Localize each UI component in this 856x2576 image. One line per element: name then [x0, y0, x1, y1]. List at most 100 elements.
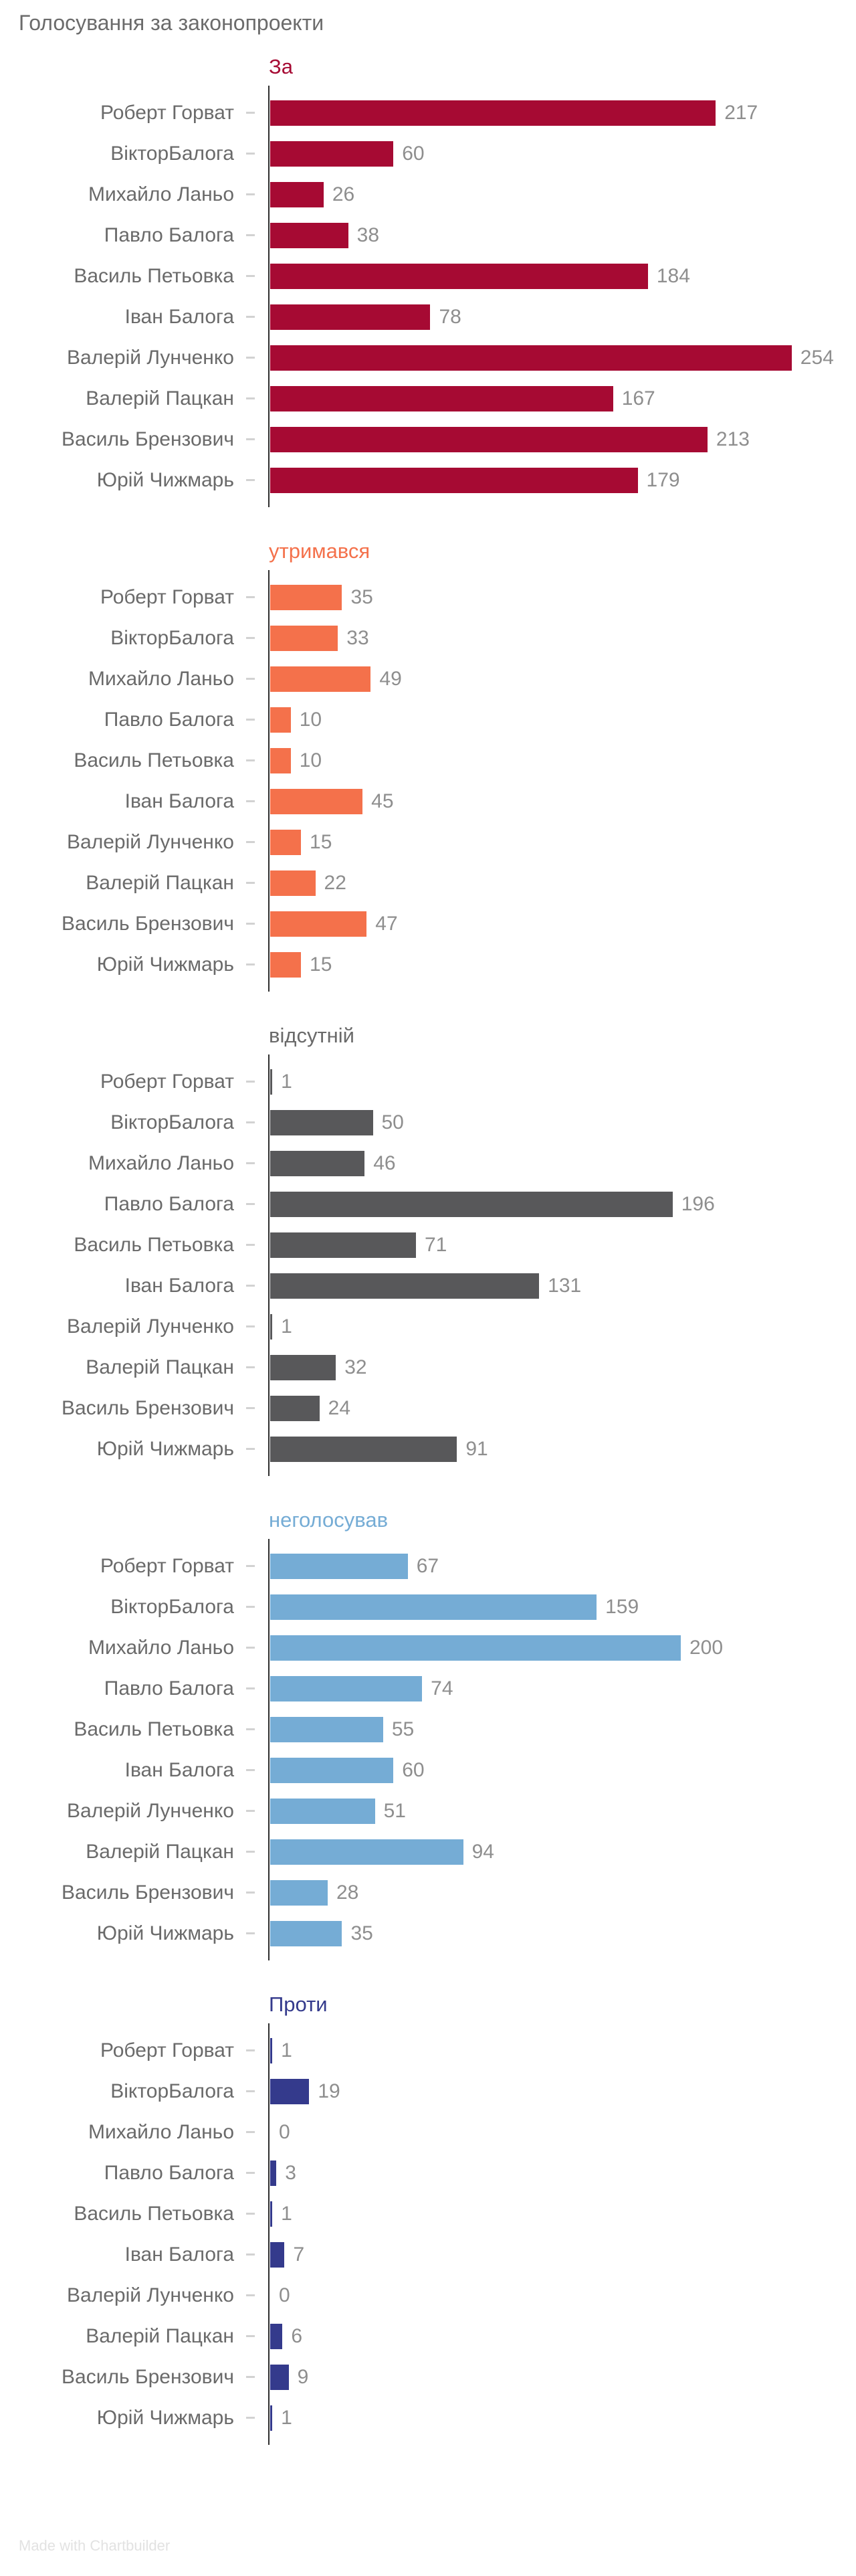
chart-section-2: утримався Роберт Горват 35 ВікторБалога 33 Ми…	[0, 538, 856, 992]
y-axis-line	[268, 1539, 270, 1960]
chart-row: Іван Балога 45	[0, 781, 856, 822]
chart-row: Михайло Ланьо 49	[0, 658, 856, 699]
value-label: 28	[336, 1881, 359, 1904]
axis-tick	[246, 1769, 255, 1771]
axis-tick	[246, 1285, 255, 1287]
axis-tick	[246, 1932, 255, 1934]
category-label: Василь Брензович	[62, 1881, 234, 1904]
bar	[270, 1553, 408, 1579]
category-label: Павло Балога	[104, 223, 234, 246]
section-rows: Роберт Горват 1 ВікторБалога 50 Михайло Лань…	[0, 1054, 856, 1476]
category-label: Валерій Лунченко	[67, 1799, 234, 1822]
axis-tick	[246, 1687, 255, 1689]
category-label: Роберт Горват	[100, 101, 234, 124]
axis-tick	[246, 2049, 255, 2051]
bar	[270, 1395, 320, 1421]
value-label: 78	[439, 305, 461, 328]
value-label: 46	[373, 1152, 396, 1174]
section-rows: Роберт Горват 35 ВікторБалога 33 Михайло Лан…	[0, 570, 856, 992]
value-label: 196	[681, 1192, 715, 1215]
category-label: ВікторБалога	[110, 1595, 234, 1618]
axis-tick	[246, 2417, 255, 2419]
category-label: Михайло Ланьо	[88, 1636, 234, 1659]
chart-row: Василь Петьовка 184	[0, 256, 856, 296]
category-label: Павло Балога	[104, 1677, 234, 1699]
axis-tick	[246, 2172, 255, 2174]
axis-tick	[246, 2253, 255, 2256]
category-label: Валерій Пацкан	[86, 2324, 234, 2347]
bar	[270, 141, 394, 167]
axis-tick	[246, 275, 255, 277]
axis-tick	[246, 153, 255, 155]
chart-row: Василь Петьовка 1	[0, 2193, 856, 2234]
section-rows: Роберт Горват 67 ВікторБалога 159 Михайло Ла…	[0, 1539, 856, 1960]
value-label: 49	[379, 667, 402, 690]
bar	[270, 1069, 273, 1095]
bar	[270, 1191, 673, 1217]
chart-section-4: неголосував Роберт Горват 67 ВікторБалога 15…	[0, 1507, 856, 1960]
chart-row: Михайло Ланьо 46	[0, 1143, 856, 1184]
bar	[270, 2078, 310, 2104]
bar	[270, 1109, 373, 1135]
bar	[270, 870, 316, 896]
category-label: ВікторБалога	[110, 1111, 234, 1133]
chart-row: Василь Брензович 47	[0, 903, 856, 944]
category-label: Василь Петьовка	[74, 1718, 234, 1740]
category-label: Роберт Горват	[100, 2039, 234, 2061]
chart-row: Павло Балога 3	[0, 2152, 856, 2193]
chart-row: Василь Петьовка 55	[0, 1709, 856, 1750]
bar	[270, 1716, 383, 1742]
bar	[270, 625, 338, 651]
category-label: Валерій Лунченко	[67, 2284, 234, 2306]
chart-title: Голосування за законопроекти	[19, 11, 324, 35]
axis-tick	[246, 1407, 255, 1409]
value-label: 45	[371, 790, 394, 812]
chart-row: Роберт Горват 1	[0, 2030, 856, 2071]
bar	[270, 467, 638, 493]
category-label: Михайло Ланьо	[88, 667, 234, 690]
chart-row: Валерій Лунченко 0	[0, 2275, 856, 2316]
value-label: 1	[281, 1070, 292, 1093]
chartbuilder-credit: Made with Chartbuilder	[19, 2537, 171, 2554]
bar	[270, 263, 648, 289]
value-label: 32	[344, 1356, 367, 1378]
axis-tick	[246, 1325, 255, 1327]
bar	[270, 1436, 457, 1462]
bar	[270, 2201, 273, 2227]
value-label: 9	[297, 2365, 309, 2388]
axis-tick	[246, 234, 255, 236]
bar	[270, 345, 792, 371]
bar	[270, 1839, 463, 1865]
category-label: Валерій Пацкан	[86, 387, 234, 409]
chart-row: ВікторБалога 159	[0, 1586, 856, 1627]
bar	[270, 1313, 273, 1340]
axis-tick	[246, 2090, 255, 2092]
axis-tick	[246, 1728, 255, 1730]
category-label: Юрій Чижмарь	[96, 1437, 234, 1460]
category-label: Василь Брензович	[62, 2365, 234, 2388]
category-label: Іван Балога	[124, 790, 234, 812]
bar	[270, 100, 716, 126]
bar	[270, 1798, 375, 1824]
value-label: 35	[350, 585, 373, 608]
section-rows: Роберт Горват 217 ВікторБалога 60 Михайло Ла…	[0, 86, 856, 507]
category-label: Михайло Ланьо	[88, 1152, 234, 1174]
axis-tick	[246, 397, 255, 399]
value-label: 200	[689, 1636, 724, 1659]
axis-tick	[246, 1081, 255, 1083]
bar	[270, 951, 302, 978]
category-label: Михайло Ланьо	[88, 183, 234, 205]
chart-section-5: Проти Роберт Горват 1 ВікторБалога 19 Михайло…	[0, 1991, 856, 2445]
category-label: Юрій Чижмарь	[96, 1922, 234, 1944]
chart-row: Валерій Пацкан 94	[0, 1831, 856, 1872]
chart-section-3: відсутній Роберт Горват 1 ВікторБалога 50 Мих…	[0, 1022, 856, 1476]
category-label: Юрій Чижмарь	[96, 2406, 234, 2429]
chart-row: Юрій Чижмарь 15	[0, 944, 856, 985]
value-label: 184	[656, 264, 690, 287]
category-label: Валерій Лунченко	[67, 830, 234, 853]
axis-tick	[246, 1203, 255, 1205]
chart-row: Іван Балога 60	[0, 1750, 856, 1790]
chart-row: ВікторБалога 60	[0, 133, 856, 174]
axis-tick	[246, 479, 255, 481]
category-label: Василь Петьовка	[74, 2202, 234, 2225]
